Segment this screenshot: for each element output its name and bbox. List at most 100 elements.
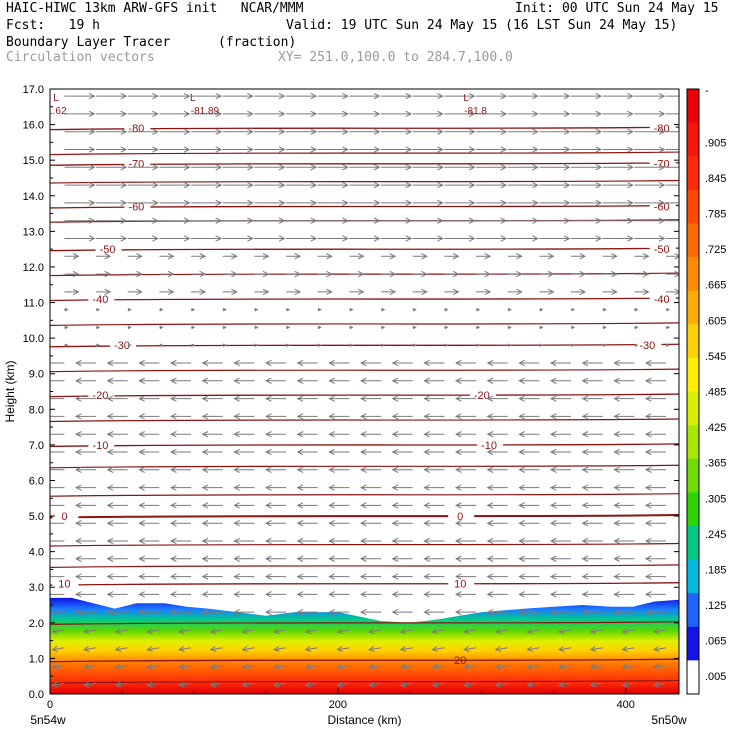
- vector-arrow: [336, 628, 350, 635]
- vector-arrow: [644, 573, 666, 580]
- y-tick-label: 0.0: [29, 689, 44, 701]
- vector-arrow: [264, 520, 287, 527]
- vector-arrow: [613, 520, 635, 527]
- isotherm-label: -30: [114, 340, 130, 352]
- vector-arrow: [222, 146, 254, 153]
- colorbar-swatch: [687, 357, 699, 392]
- vector-arrow: [170, 608, 192, 616]
- vector-arrow: [507, 92, 539, 100]
- vector-arrow: [265, 555, 287, 562]
- vector-arrow: [666, 220, 679, 222]
- vector-arrow: [233, 466, 255, 473]
- vector-arrow: [571, 128, 603, 135]
- isotherm--30: [50, 343, 679, 348]
- vector-arrow: [317, 92, 349, 100]
- vector-arrow: [507, 307, 512, 312]
- vector-arrow: [571, 164, 603, 171]
- vector-arrow: [64, 253, 80, 260]
- vector-arrow: [222, 164, 254, 171]
- vector-arrow: [666, 270, 679, 278]
- vector-arrow: [360, 359, 382, 367]
- vector-arrow: [201, 413, 223, 420]
- vector-arrow: [328, 573, 350, 580]
- vector-arrow: [138, 448, 160, 456]
- vector-arrow: [201, 377, 223, 384]
- vector-arrow: [286, 181, 318, 189]
- vector-arrow: [589, 663, 603, 670]
- vector-arrow: [539, 110, 571, 118]
- vector-arrow: [539, 128, 571, 135]
- vector-arrow: [476, 270, 492, 278]
- vector-arrow: [644, 591, 666, 598]
- vector-arrow: [264, 431, 287, 438]
- vector-arrow: [539, 253, 555, 260]
- vector-arrow: [581, 431, 603, 438]
- vector-arrow: [286, 146, 318, 153]
- vector-arrow: [191, 199, 223, 207]
- vector-arrow: [191, 181, 223, 189]
- vector-arrow: [233, 413, 255, 420]
- vector-arrow: [349, 146, 381, 153]
- vector-arrow: [463, 681, 477, 688]
- vector-arrow: [621, 628, 635, 635]
- vector-arrow: [159, 146, 191, 153]
- isotherm-label-bg: [649, 243, 676, 256]
- isotherm-label: -70: [128, 159, 144, 171]
- vector-arrow: [359, 448, 382, 456]
- vector-arrow: [127, 307, 132, 312]
- isotherm-label: -60: [654, 201, 670, 213]
- tracer-fill: [50, 597, 679, 694]
- vector-arrow: [571, 343, 576, 348]
- vector-arrow: [381, 288, 397, 296]
- isotherm-label: -50: [100, 244, 116, 256]
- vector-arrow: [423, 573, 445, 580]
- vector-arrow: [75, 555, 97, 562]
- vector-arrow: [381, 343, 386, 348]
- vector-arrow: [286, 128, 318, 135]
- vector-arrow: [613, 413, 635, 420]
- vector-arrow: [178, 681, 192, 688]
- vector-arrow: [146, 645, 160, 652]
- vector-arrow: [50, 576, 65, 578]
- vector-arrow: [359, 413, 382, 420]
- vector-arrow: [51, 645, 65, 652]
- vector-arrow: [381, 217, 413, 224]
- vector-arrow: [602, 235, 634, 242]
- vector-arrow: [106, 359, 128, 367]
- vector-arrow: [96, 199, 128, 207]
- vector-arrow: [146, 681, 160, 688]
- vector-arrow: [602, 325, 607, 330]
- vector-arrow: [273, 681, 287, 688]
- vector-arrow: [613, 555, 635, 562]
- vector-arrow: [170, 591, 192, 598]
- vector-arrow: [463, 663, 477, 670]
- vector-arrow: [581, 448, 603, 456]
- isotherm-0: [50, 514, 679, 519]
- vector-arrow: [349, 164, 381, 171]
- vector-arrow: [526, 681, 540, 688]
- low-value: -81.89: [191, 106, 220, 117]
- isotherm-label: -40: [92, 294, 108, 306]
- vector-arrow: [581, 484, 603, 491]
- vector-arrow: [476, 307, 481, 312]
- isotherm-label: -60: [128, 201, 144, 213]
- vector-arrow: [549, 537, 571, 545]
- vector-arrow: [412, 128, 444, 135]
- vector-arrow: [159, 199, 191, 207]
- vector-arrow: [581, 502, 603, 509]
- vector-arrow: [201, 431, 223, 438]
- vector-arrow: [518, 377, 540, 384]
- vector-arrow: [169, 413, 192, 420]
- vector-arrow: [159, 217, 191, 224]
- vector-arrow: [507, 217, 539, 224]
- y-tick-label: 5.0: [29, 511, 44, 523]
- vector-arrow: [581, 608, 603, 616]
- isotherm-label: -80: [128, 123, 144, 135]
- vector-arrow: [571, 110, 603, 118]
- vector-arrow: [431, 681, 445, 688]
- vector-arrow: [613, 573, 635, 580]
- isotherm-label-bg: [649, 200, 676, 213]
- vector-arrow: [201, 448, 223, 456]
- y-axis-title: Height (km): [3, 360, 17, 422]
- vector-arrow: [296, 520, 318, 527]
